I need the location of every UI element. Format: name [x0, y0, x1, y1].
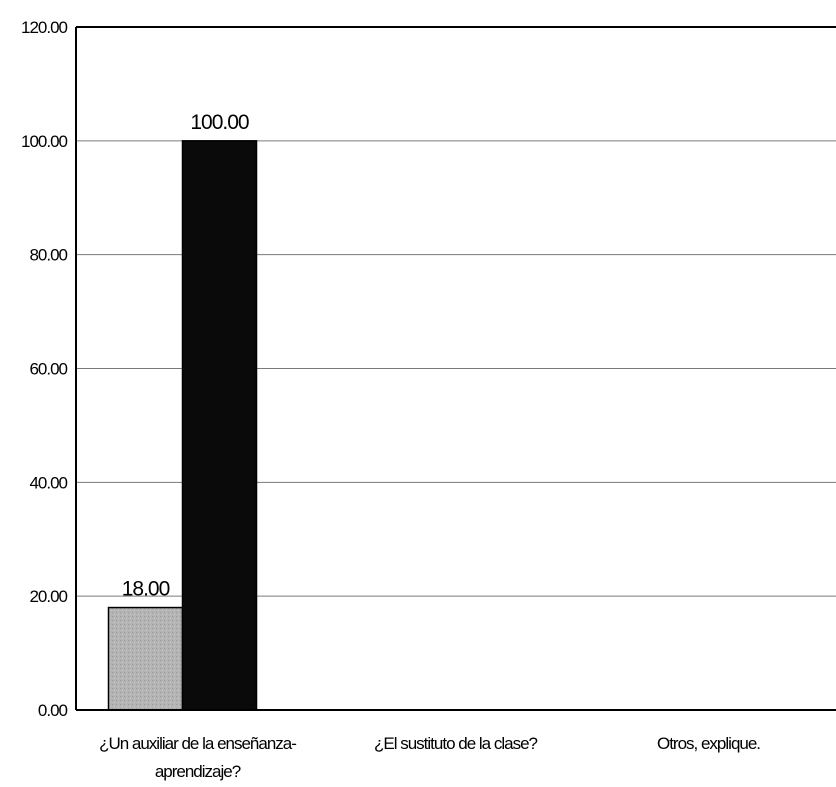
y-tick-label: 100.00	[21, 132, 68, 151]
data-label: 18.00	[122, 578, 170, 601]
bars	[107, 140, 258, 711]
x-category-label: Otros, explique.	[657, 734, 760, 753]
bar	[181, 140, 258, 711]
y-tick-label: 60.00	[29, 360, 67, 379]
x-category-label-line: aprendizaje?	[155, 762, 241, 781]
y-tick-label: 120.00	[21, 18, 68, 37]
y-tick-label: 40.00	[29, 473, 67, 492]
data-labels: 18.00 100.00	[122, 111, 250, 601]
y-tick-label: 20.00	[29, 587, 67, 606]
y-axis-tick-labels: 0.00 20.00 40.00 60.00 80.00 100.00 120.00	[21, 18, 69, 720]
x-category-label-line: ¿El sustituto de la clase?	[374, 734, 538, 753]
y-tick-label: 0.00	[38, 701, 68, 720]
x-category-label: ¿Un auxiliar de la enseñanza-aprendizaje…	[99, 734, 296, 781]
x-axis-category-labels: ¿Un auxiliar de la enseñanza-aprendizaje…	[99, 734, 761, 781]
bar	[107, 606, 184, 711]
x-category-label-line: ¿Un auxiliar de la enseñanza-	[99, 734, 296, 753]
data-label: 100.00	[190, 111, 249, 134]
axes	[75, 26, 836, 711]
y-tick-label: 80.00	[29, 246, 67, 265]
x-category-label: ¿El sustituto de la clase?	[374, 734, 538, 753]
x-category-label-line: Otros, explique.	[657, 734, 760, 753]
